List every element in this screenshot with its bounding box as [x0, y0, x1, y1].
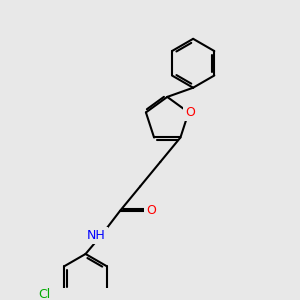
Text: Cl: Cl	[38, 288, 50, 300]
Text: O: O	[185, 106, 195, 119]
Text: NH: NH	[87, 229, 106, 242]
Text: O: O	[146, 204, 156, 217]
